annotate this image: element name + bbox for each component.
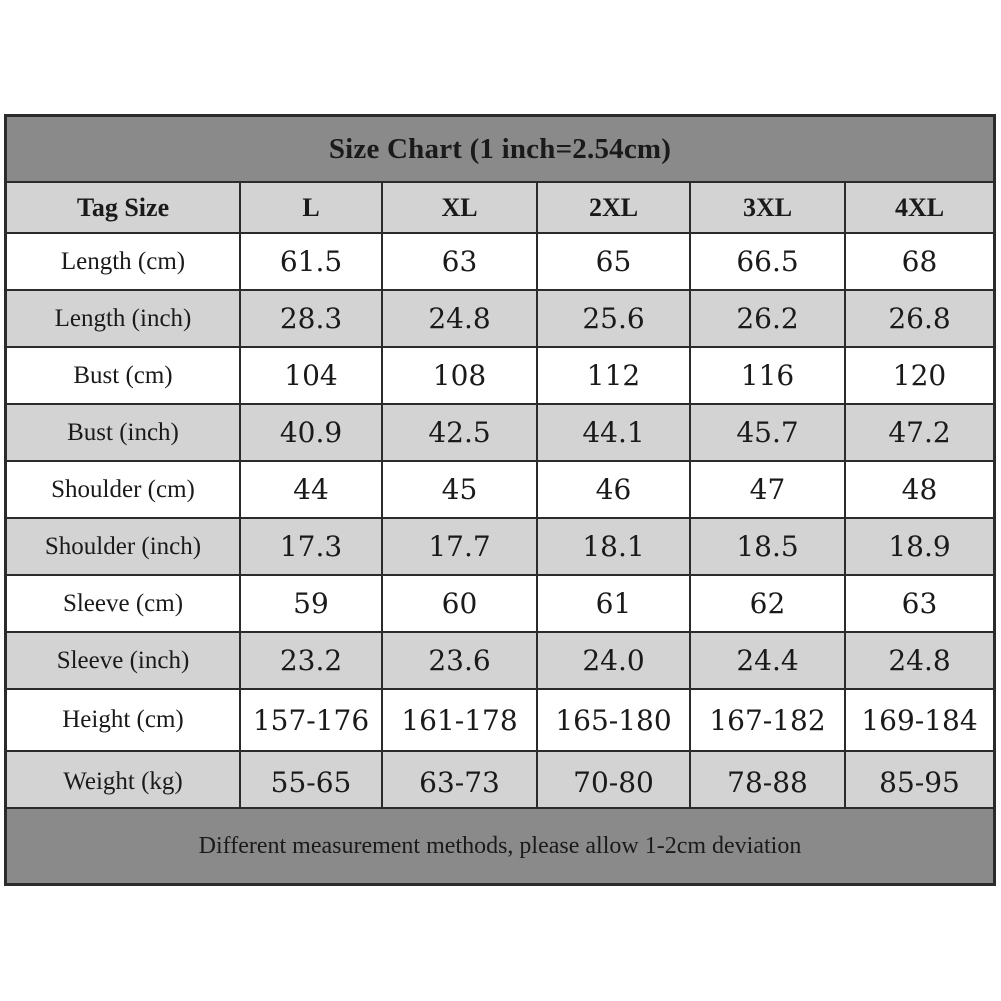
- table-cell: 46: [536, 460, 691, 519]
- table-cell: 48: [844, 460, 993, 519]
- table-cell: 59: [239, 574, 383, 633]
- table-cell: 26.2: [689, 289, 846, 348]
- size-header-2xl: 2XL: [536, 183, 691, 234]
- size-header-4xl: 4XL: [844, 183, 993, 234]
- row-label: Bust (cm): [7, 346, 241, 405]
- size-header-l: L: [239, 183, 383, 234]
- row-label: Shoulder (cm): [7, 460, 241, 519]
- table-row: Height (cm) 157-176 161-178 165-180 167-182 1…: [7, 688, 993, 752]
- table-cell: 18.1: [536, 517, 691, 576]
- table-cell: 26.8: [844, 289, 993, 348]
- size-header-3xl: 3XL: [689, 183, 846, 234]
- table-row: Bust (inch) 40.9 42.5 44.1 45.7 47.2: [7, 403, 993, 462]
- table-cell: 61: [536, 574, 691, 633]
- table-cell: 17.7: [381, 517, 538, 576]
- table-cell: 104: [239, 346, 383, 405]
- table-cell: 23.2: [239, 631, 383, 690]
- table-cell: 42.5: [381, 403, 538, 462]
- chart-title: Size Chart (1 inch=2.54cm): [7, 117, 993, 183]
- table-row: Length (cm) 61.5 63 65 66.5 68: [7, 233, 993, 291]
- table-row: Weight (kg) 55-65 63-73 70-80 78-88 85-95: [7, 750, 993, 814]
- table-cell: 25.6: [536, 289, 691, 348]
- row-label: Bust (inch): [7, 403, 241, 462]
- table-cell: 63: [381, 233, 538, 291]
- table-cell: 157-176: [239, 688, 383, 752]
- footer-note: Different measurement methods, please al…: [7, 807, 993, 883]
- table-cell: 63: [844, 574, 993, 633]
- table-cell: 62: [689, 574, 846, 633]
- table-cell: 169-184: [844, 688, 993, 752]
- table-cell: 165-180: [536, 688, 691, 752]
- table-cell: 40.9: [239, 403, 383, 462]
- row-label: Length (inch): [7, 289, 241, 348]
- row-label: Sleeve (inch): [7, 631, 241, 690]
- table-cell: 167-182: [689, 688, 846, 752]
- table-cell: 78-88: [689, 750, 846, 814]
- table-cell: 161-178: [381, 688, 538, 752]
- table-cell: 45.7: [689, 403, 846, 462]
- table-cell: 66.5: [689, 233, 846, 291]
- table-cell: 24.8: [844, 631, 993, 690]
- row-label: Sleeve (cm): [7, 574, 241, 633]
- table-cell: 44: [239, 460, 383, 519]
- table-cell: 70-80: [536, 750, 691, 814]
- table-row: Sleeve (inch) 23.2 23.6 24.0 24.4 24.8: [7, 631, 993, 690]
- table-cell: 65: [536, 233, 691, 291]
- table-cell: 60: [381, 574, 538, 633]
- table-cell: 120: [844, 346, 993, 405]
- table-cell: 112: [536, 346, 691, 405]
- table-cell: 47.2: [844, 403, 993, 462]
- size-header-xl: XL: [381, 183, 538, 234]
- header-label: Tag Size: [7, 183, 241, 234]
- table-cell: 24.0: [536, 631, 691, 690]
- header-row: Tag Size L XL 2XL 3XL 4XL: [7, 183, 993, 234]
- table-cell: 28.3: [239, 289, 383, 348]
- table-cell: 68: [844, 233, 993, 291]
- size-table: Tag Size L XL 2XL 3XL 4XL Length (cm) 61.…: [7, 183, 993, 814]
- row-label: Weight (kg): [7, 750, 241, 814]
- table-cell: 18.9: [844, 517, 993, 576]
- table-cell: 63-73: [381, 750, 538, 814]
- row-label: Shoulder (inch): [7, 517, 241, 576]
- table-cell: 47: [689, 460, 846, 519]
- table-row: Sleeve (cm) 59 60 61 62 63: [7, 574, 993, 633]
- row-label: Length (cm): [7, 233, 241, 291]
- table-row: Shoulder (cm) 44 45 46 47 48: [7, 460, 993, 519]
- table-cell: 17.3: [239, 517, 383, 576]
- row-label: Height (cm): [7, 688, 241, 752]
- table-cell: 108: [381, 346, 538, 405]
- table-cell: 18.5: [689, 517, 846, 576]
- table-cell: 45: [381, 460, 538, 519]
- table-cell: 24.8: [381, 289, 538, 348]
- table-cell: 85-95: [844, 750, 993, 814]
- table-cell: 116: [689, 346, 846, 405]
- table-row: Shoulder (inch) 17.3 17.7 18.1 18.5 18.9: [7, 517, 993, 576]
- table-cell: 61.5: [239, 233, 383, 291]
- table-row: Length (inch) 28.3 24.8 25.6 26.2 26.8: [7, 289, 993, 348]
- size-chart: Size Chart (1 inch=2.54cm) Tag Size L XL…: [4, 114, 996, 886]
- table-row: Bust (cm) 104 108 112 116 120: [7, 346, 993, 405]
- table-cell: 55-65: [239, 750, 383, 814]
- table-cell: 23.6: [381, 631, 538, 690]
- table-cell: 24.4: [689, 631, 846, 690]
- table-cell: 44.1: [536, 403, 691, 462]
